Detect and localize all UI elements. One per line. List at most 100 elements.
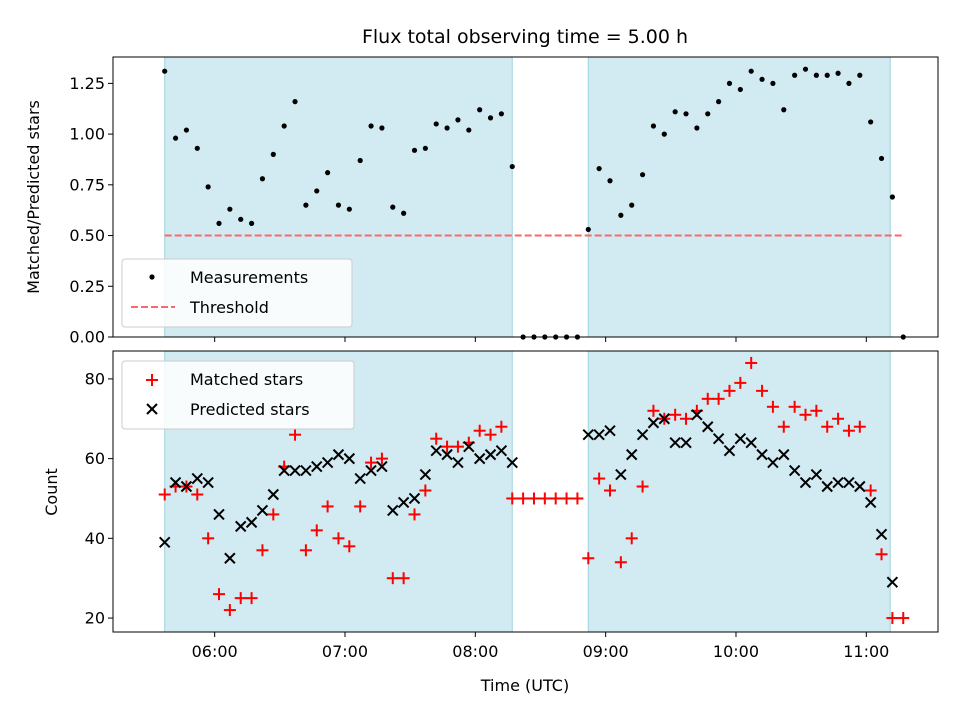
predicted-star-point bbox=[180, 480, 193, 493]
matched-star-point bbox=[647, 404, 660, 417]
legend-matched-label: Matched stars bbox=[190, 370, 303, 389]
predicted-star-point bbox=[321, 456, 334, 469]
predicted-star-point bbox=[636, 428, 649, 441]
matched-star-point bbox=[712, 392, 725, 405]
y-tick-label: 40 bbox=[85, 529, 105, 548]
predicted-star-point bbox=[267, 488, 280, 501]
bottom-legend-box bbox=[121, 360, 355, 430]
measurement-point bbox=[781, 107, 787, 113]
matched-star-point bbox=[310, 524, 323, 537]
matched-star-point bbox=[408, 508, 421, 521]
measurement-point bbox=[238, 216, 244, 222]
measurement-point bbox=[270, 151, 276, 157]
x-tick-label: 09:00 bbox=[583, 642, 629, 661]
matched-star-point bbox=[365, 456, 378, 469]
predicted-star-point bbox=[365, 464, 377, 477]
predicted-star-point bbox=[484, 448, 497, 461]
x-tick-label: 10:00 bbox=[713, 642, 759, 661]
bottom-legend: Matched stars Predicted stars bbox=[121, 360, 355, 430]
predicted-star-point bbox=[408, 492, 421, 505]
matched-star-point bbox=[451, 440, 464, 453]
matched-star-point bbox=[441, 440, 454, 453]
predicted-star-point bbox=[799, 476, 812, 489]
predicted-star-point bbox=[332, 448, 345, 461]
measurement-point bbox=[672, 109, 678, 115]
predicted-star-point bbox=[311, 460, 323, 473]
matched-star-point bbox=[202, 532, 215, 545]
measurement-point bbox=[444, 125, 450, 131]
matched-star-point bbox=[549, 492, 562, 505]
predicted-star-point bbox=[430, 444, 442, 457]
measurement-point bbox=[455, 117, 461, 123]
matched-star-point bbox=[517, 492, 530, 505]
measurement-point bbox=[705, 111, 711, 117]
y-tick-label: 60 bbox=[85, 449, 105, 468]
predicted-star-point bbox=[702, 421, 714, 433]
matched-star-point bbox=[614, 556, 627, 569]
matched-star-point bbox=[832, 412, 845, 425]
x-tick-label: 06:00 bbox=[192, 642, 238, 661]
predicted-star-point bbox=[245, 516, 258, 529]
matched-star-point bbox=[756, 384, 769, 397]
predicted-star-point bbox=[886, 576, 899, 588]
measurement-point bbox=[629, 202, 635, 208]
predicted-star-point bbox=[778, 448, 790, 461]
predicted-star-point bbox=[615, 468, 627, 481]
matched-star-point bbox=[636, 480, 649, 493]
predicted-star-point bbox=[452, 456, 464, 469]
matched-star-point bbox=[886, 612, 899, 625]
measurement-point bbox=[487, 115, 494, 121]
predicted-star-point bbox=[734, 432, 747, 445]
measurement-point bbox=[607, 178, 613, 184]
y-tick-label: 1.00 bbox=[69, 125, 105, 144]
predicted-star-point bbox=[854, 480, 866, 493]
measurement-point bbox=[498, 111, 504, 117]
measurement-point bbox=[335, 202, 342, 208]
top-legend-box bbox=[121, 258, 353, 328]
matched-star-point bbox=[473, 424, 486, 437]
predicted-star-point bbox=[821, 480, 833, 493]
measurement-point bbox=[802, 66, 809, 72]
measurement-point bbox=[172, 135, 179, 141]
predicted-star-point bbox=[875, 528, 888, 541]
matched-star-point bbox=[430, 432, 443, 445]
predicted-star-point bbox=[376, 460, 388, 473]
matched-star-point bbox=[799, 408, 812, 421]
matched-star-point bbox=[745, 356, 758, 369]
measurement-point bbox=[650, 123, 657, 129]
measurement-point bbox=[835, 70, 841, 76]
matched-star-point bbox=[375, 452, 388, 465]
matched-star-point bbox=[734, 376, 747, 389]
matched-star-point bbox=[289, 428, 302, 441]
legend-predicted-marker bbox=[146, 403, 158, 415]
predicted-star-point bbox=[647, 417, 660, 429]
measurement-point bbox=[227, 206, 233, 212]
matched-star-point bbox=[299, 544, 312, 557]
measurement-point bbox=[390, 204, 396, 210]
matched-star-point bbox=[853, 420, 866, 433]
measurement-point bbox=[857, 72, 863, 78]
predicted-star-point bbox=[495, 444, 508, 457]
bottom-panel-frame bbox=[112, 350, 939, 633]
predicted-star-point bbox=[832, 476, 844, 489]
measurement-point bbox=[824, 72, 830, 78]
observing-window-shade bbox=[588, 57, 891, 337]
matched-star-point bbox=[593, 472, 606, 485]
predicted-star-point bbox=[680, 436, 692, 449]
predicted-star-point bbox=[626, 448, 638, 461]
predicted-star-point bbox=[723, 444, 736, 457]
predicted-star-point bbox=[788, 464, 801, 477]
matched-star-point bbox=[625, 532, 638, 545]
predicted-star-point bbox=[604, 425, 616, 437]
measurement-point bbox=[585, 226, 591, 233]
predicted-star-point bbox=[169, 476, 182, 489]
measurement-point bbox=[716, 99, 722, 105]
predicted-star-point bbox=[278, 464, 290, 477]
predicted-star-point bbox=[235, 520, 247, 533]
matched-star-point bbox=[386, 572, 399, 585]
predicted-star-point bbox=[506, 456, 518, 469]
x-axis-label: Time (UTC) bbox=[480, 676, 569, 695]
matched-star-point bbox=[897, 612, 910, 625]
predicted-star-point bbox=[463, 440, 475, 453]
